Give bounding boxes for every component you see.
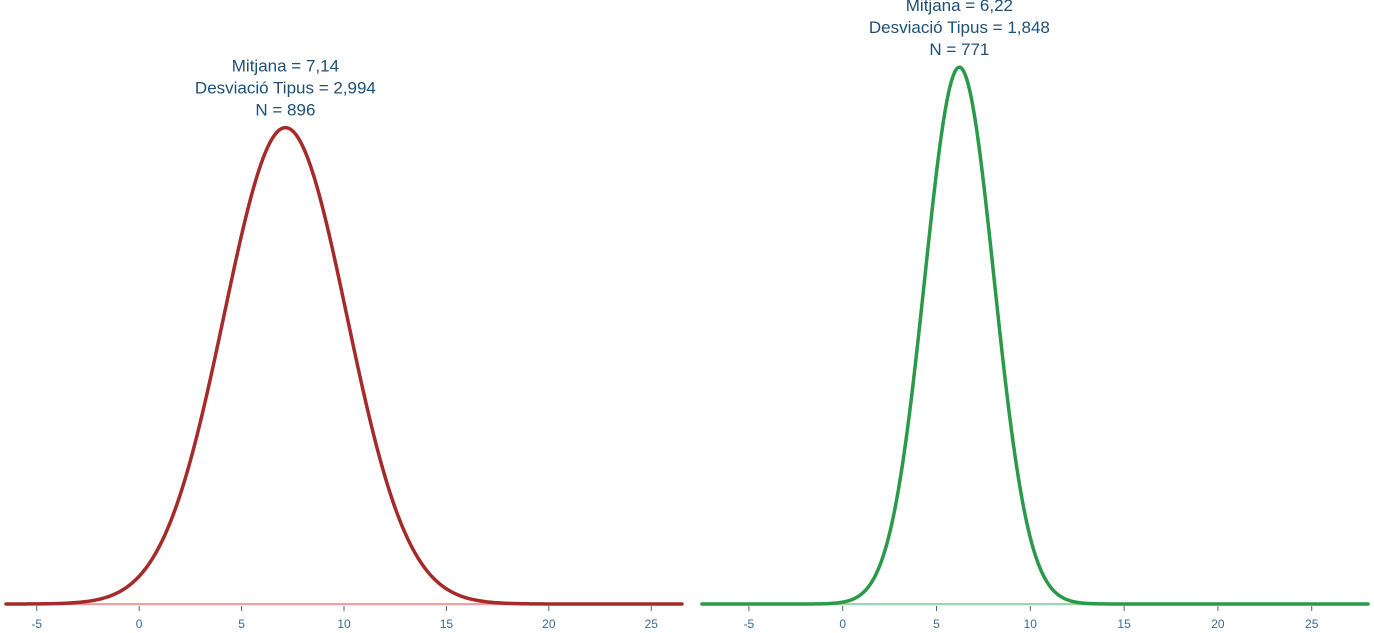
stats-annotation-line: N = 896 xyxy=(255,101,315,120)
x-tick-label: 15 xyxy=(440,617,454,631)
x-tick-label: 20 xyxy=(1211,617,1225,631)
x-tick-label: 25 xyxy=(645,617,659,631)
x-tick-label: 20 xyxy=(542,617,556,631)
left-chart: -5 0 5 10 15 20 25 Mitjana = 7,14 Desviació Tipu… xyxy=(4,57,684,631)
stats-annotation-line: Mitjana = 6,22 xyxy=(906,0,1013,15)
x-tick-label: -5 xyxy=(744,617,755,631)
stats-annotation-line: Desviació Tipus = 2,994 xyxy=(195,79,376,98)
x-tick-label: 5 xyxy=(238,617,245,631)
x-tick-label: 10 xyxy=(1024,617,1038,631)
stats-annotation-line: Desviació Tipus = 1,848 xyxy=(869,18,1050,37)
right-chart: -5 0 5 10 15 20 25 Mitjana = 6,22 Desviació Tipu… xyxy=(700,0,1370,631)
stats-annotation-line: N = 771 xyxy=(929,40,989,59)
x-tick-label: 10 xyxy=(337,617,351,631)
x-tick-label: -5 xyxy=(31,617,42,631)
density-curve xyxy=(700,65,1370,606)
x-tick-label: 5 xyxy=(933,617,940,631)
x-tick-label: 15 xyxy=(1117,617,1131,631)
x-tick-label: 25 xyxy=(1305,617,1319,631)
x-tick-label: 0 xyxy=(136,617,143,631)
density-curve xyxy=(4,125,684,606)
stats-annotation-line: Mitjana = 7,14 xyxy=(232,57,339,76)
x-tick-label: 0 xyxy=(839,617,846,631)
